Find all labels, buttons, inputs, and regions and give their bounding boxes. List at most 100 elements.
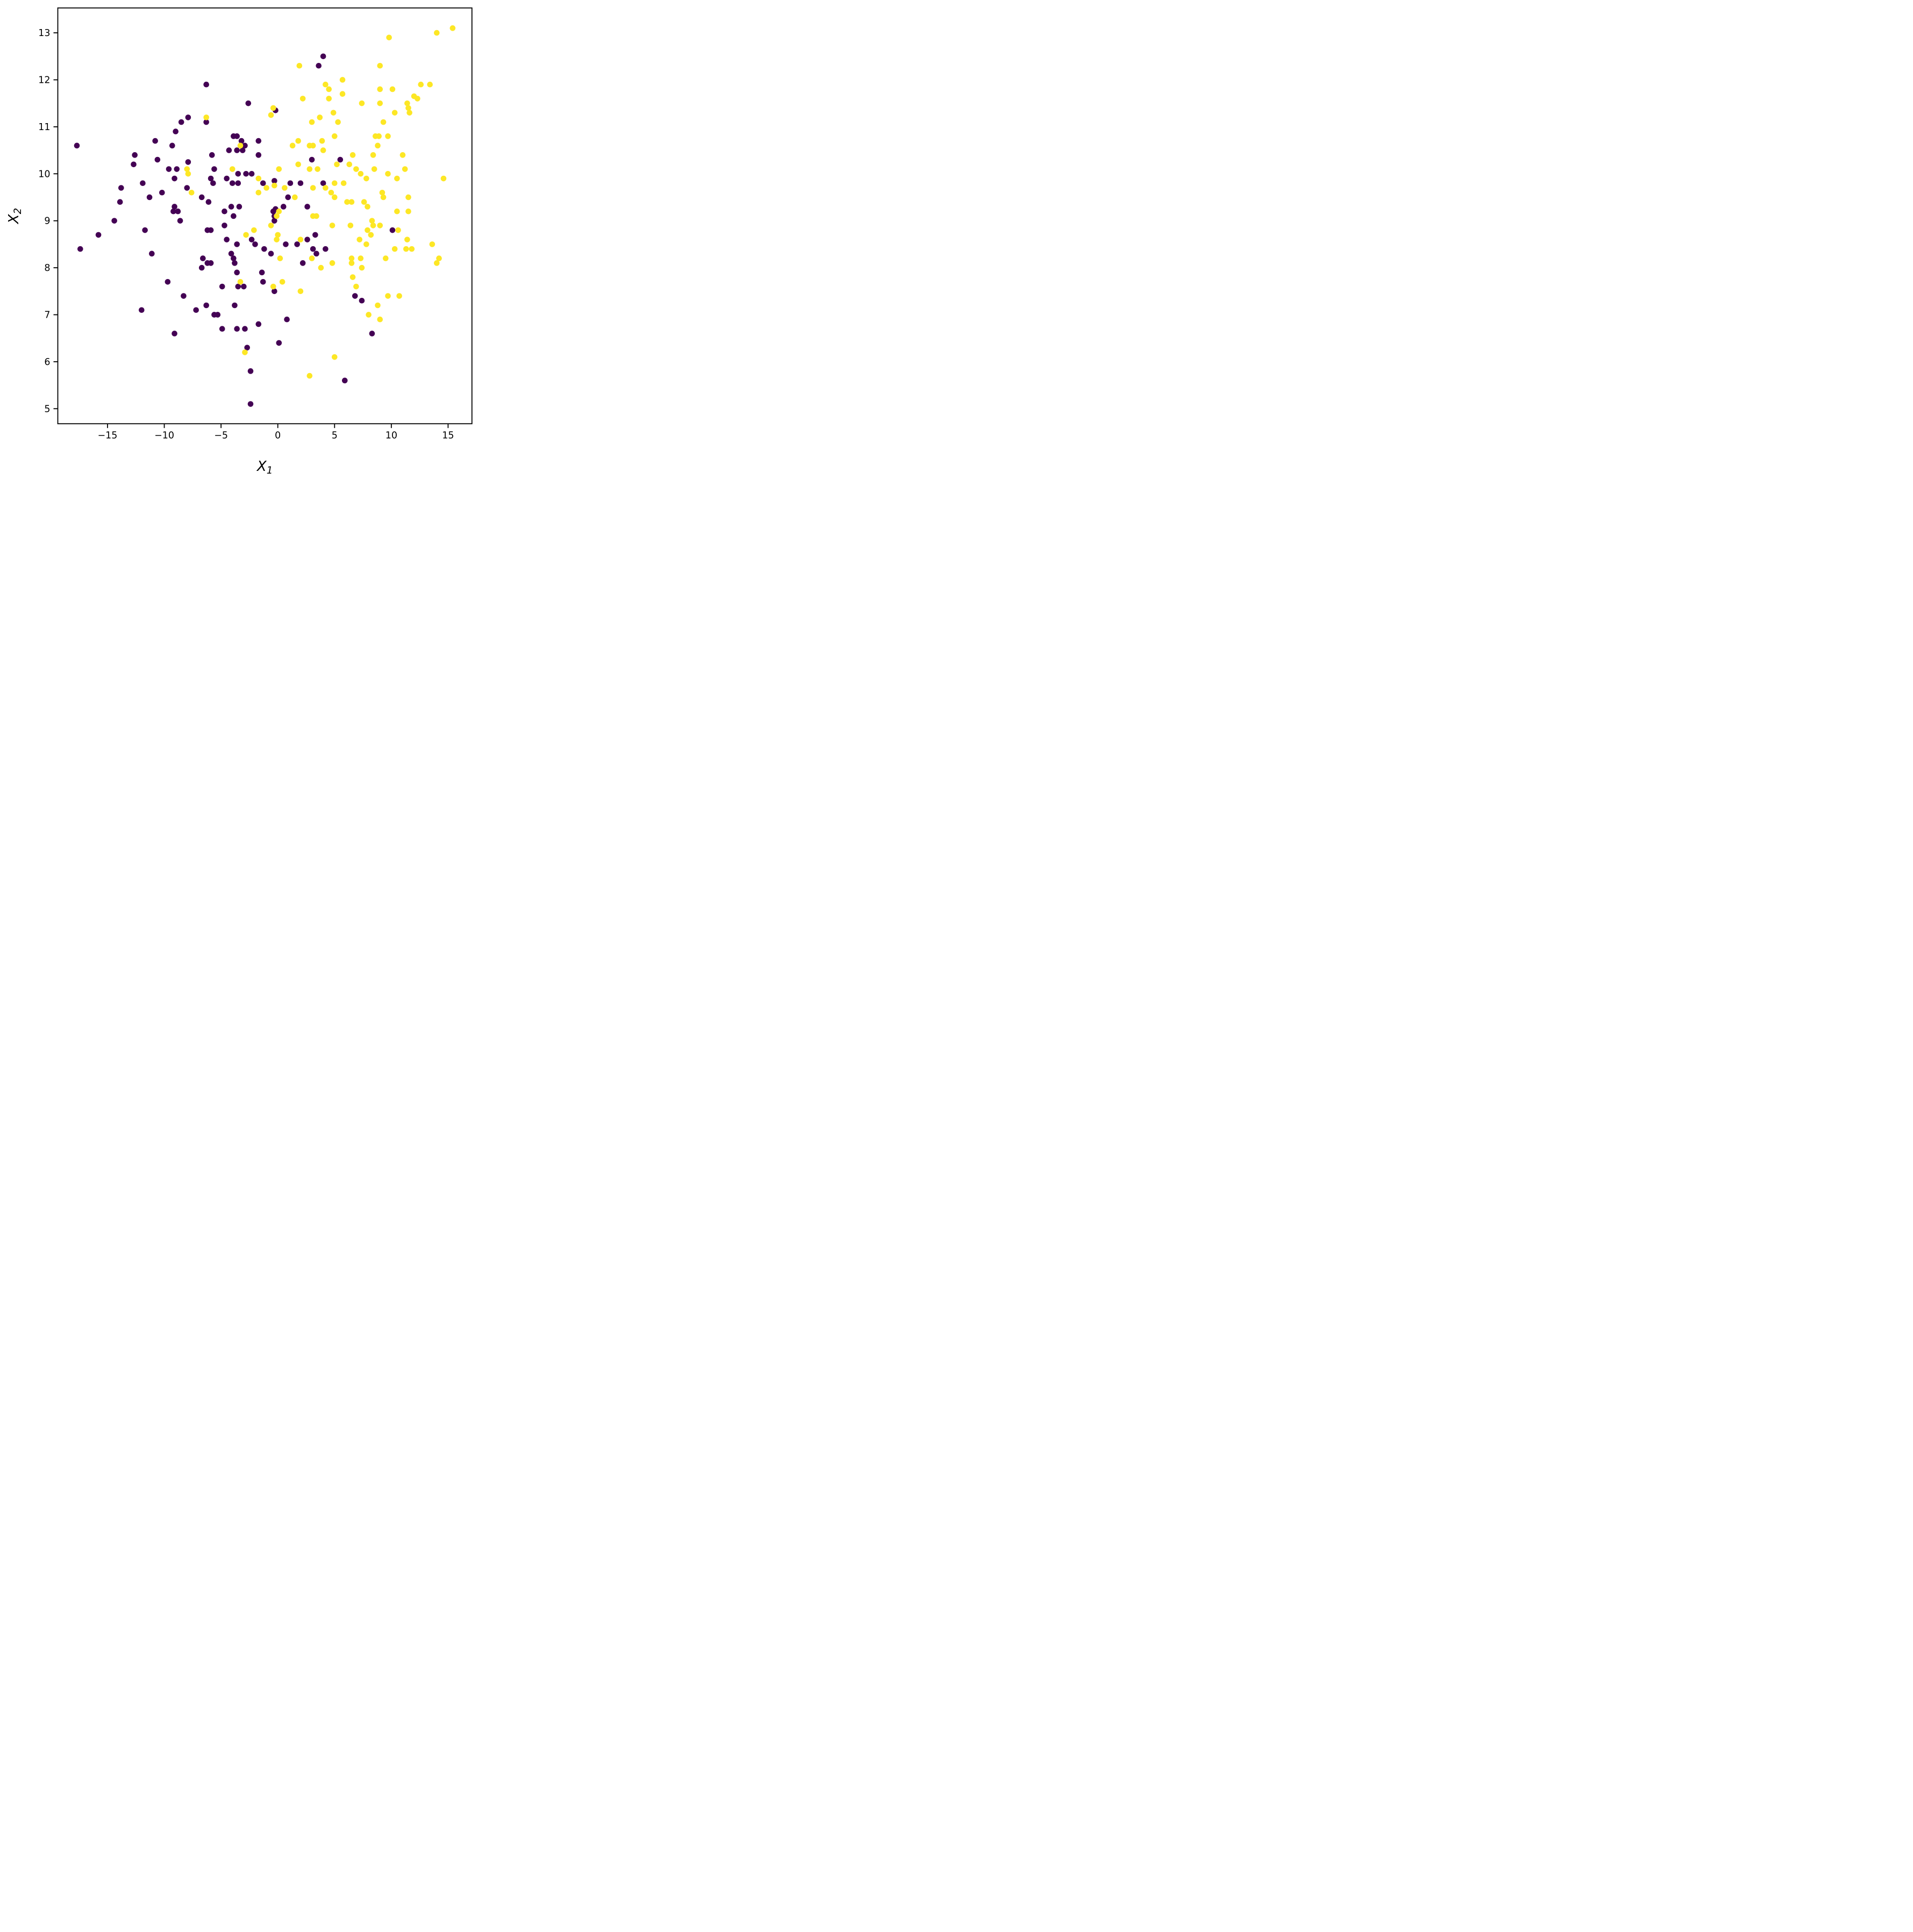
data-point [222,223,227,228]
data-point [358,255,364,261]
data-point [292,194,298,201]
plot-border [57,7,473,425]
y-tick-label: 12 [38,75,50,85]
data-point [255,175,262,182]
data-point [402,166,408,172]
data-point [276,166,282,172]
data-point [243,170,249,177]
y-tick-label: 6 [44,357,50,368]
data-point [309,255,315,261]
data-point [337,156,344,163]
data-point [272,182,277,189]
data-point [356,237,363,242]
data-point [77,246,83,252]
data-point [274,213,280,219]
data-point [353,166,359,172]
data-point [313,213,319,219]
data-point [140,180,146,187]
data-point [232,260,238,266]
data-point [287,180,294,187]
data-point [449,25,456,31]
data-point [366,312,372,318]
data-point [263,185,269,191]
y-tick-label: 5 [44,404,50,414]
data-point [224,175,230,182]
data-point [340,180,347,187]
data-point [296,62,303,69]
data-point [348,199,355,205]
data-point [323,81,329,88]
y-tick-label: 10 [38,169,50,180]
data-point [391,110,398,116]
data-point [289,142,296,149]
data-point [315,166,320,172]
data-point [177,218,183,224]
x-tick-label: 10 [386,430,397,441]
data-point [229,180,235,187]
data-point [169,142,175,149]
data-point [208,260,214,266]
data-point [95,232,102,238]
data-point [142,227,148,233]
data-point [276,340,282,346]
data-point [248,170,255,177]
data-point [369,331,375,337]
data-point [237,142,244,149]
data-point [239,147,246,153]
data-point [270,105,276,111]
data-point [331,133,338,139]
data-point [173,128,179,134]
data-point [304,204,310,210]
data-point [415,96,420,102]
data-point [252,241,258,247]
data-point [349,152,356,158]
data-point [395,227,401,233]
data-point [396,293,402,299]
data-point [174,166,180,172]
data-point [312,232,318,238]
data-point [244,345,250,350]
data-point [386,34,392,41]
data-point [359,100,365,106]
data-point [363,175,369,182]
data-point [344,199,350,205]
data-point [245,100,252,106]
data-point [297,288,304,295]
data-point [132,152,138,158]
data-point [234,269,240,276]
data-point [359,264,365,271]
data-point [299,96,306,102]
data-point [339,91,346,97]
data-point [224,237,230,242]
data-point [320,180,326,187]
data-point [260,279,266,285]
data-point [235,170,241,177]
data-point [319,138,325,144]
data-point [341,377,348,384]
data-point [334,161,340,168]
data-point [347,223,354,228]
data-point [146,194,153,201]
data-point [208,227,214,233]
data-point [210,180,216,187]
data-point [234,133,240,139]
data-point [394,175,400,182]
data-point [198,264,205,271]
data-point [331,194,338,201]
data-point [228,204,234,210]
data-point [299,260,306,266]
x-tick-label: 0 [275,430,281,441]
data-point [242,326,248,332]
y-tick-label: 7 [44,310,50,320]
data-point [282,185,288,191]
x-axis-label: X1 [256,459,273,476]
data-point [152,138,158,144]
data-point [306,166,313,172]
data-point [279,279,285,285]
data-point [385,170,391,177]
data-point [178,119,184,125]
x-tick-label: 5 [332,430,338,441]
data-point [172,175,177,182]
data-point [330,110,337,116]
data-point [306,373,313,379]
